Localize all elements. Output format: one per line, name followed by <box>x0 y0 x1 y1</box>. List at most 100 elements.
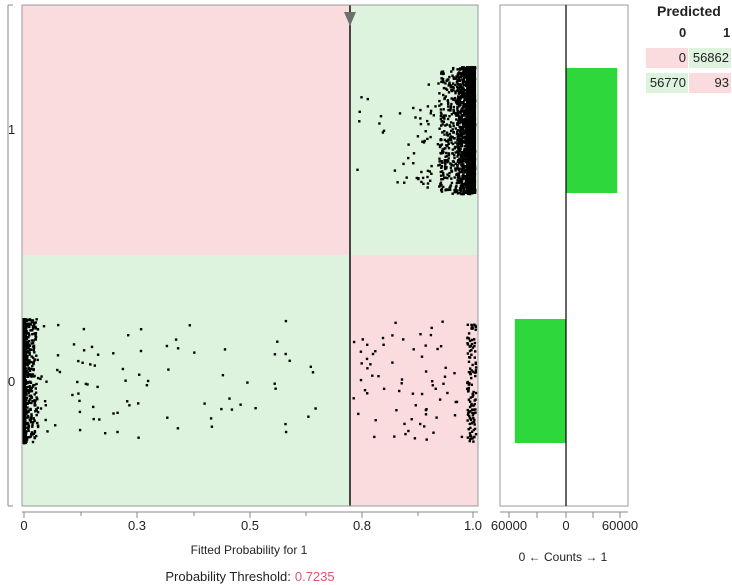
data-point <box>31 385 35 388</box>
data-point <box>410 418 413 421</box>
data-point <box>25 423 28 426</box>
data-point <box>469 437 472 441</box>
data-point <box>443 117 446 120</box>
data-point <box>424 344 427 347</box>
data-point <box>456 68 459 71</box>
data-point <box>29 435 33 438</box>
data-point <box>451 152 454 155</box>
data-point <box>442 72 445 75</box>
data-point <box>450 70 453 73</box>
data-point <box>467 383 470 386</box>
data-point <box>441 116 444 119</box>
data-point <box>246 381 249 384</box>
data-point <box>26 350 29 353</box>
data-point <box>426 175 429 179</box>
data-point <box>456 122 459 125</box>
data-point <box>25 438 29 441</box>
data-point <box>466 337 469 340</box>
data-point <box>469 372 472 376</box>
data-point <box>456 144 459 147</box>
data-point <box>470 408 474 411</box>
data-point <box>29 373 32 376</box>
data-point <box>28 361 31 364</box>
data-point <box>273 382 276 385</box>
data-point <box>439 184 442 187</box>
data-point <box>449 121 453 124</box>
data-point <box>414 404 417 407</box>
data-point <box>464 148 468 152</box>
data-point <box>456 82 460 86</box>
data-point <box>463 139 466 143</box>
data-point <box>445 123 449 126</box>
threshold-handle-icon[interactable] <box>344 12 356 26</box>
data-point <box>441 80 444 83</box>
data-point <box>445 188 448 191</box>
data-point <box>26 436 29 439</box>
data-point <box>460 139 464 142</box>
data-point <box>436 143 440 146</box>
data-point <box>468 422 471 426</box>
data-point <box>28 359 31 362</box>
data-point <box>31 421 35 424</box>
data-point <box>288 359 291 362</box>
data-point <box>412 106 415 110</box>
data-point <box>463 158 466 161</box>
data-point <box>27 373 30 377</box>
dense-point-cluster <box>22 318 26 444</box>
data-point <box>457 86 460 89</box>
data-point <box>449 125 452 128</box>
data-point <box>456 75 459 78</box>
data-point <box>452 109 456 112</box>
data-point <box>460 121 463 124</box>
data-point <box>31 341 35 345</box>
data-point <box>276 340 279 343</box>
data-point <box>445 151 448 155</box>
data-point <box>36 411 40 414</box>
data-point <box>359 350 363 353</box>
data-point <box>454 92 457 95</box>
data-point <box>30 431 34 434</box>
data-point <box>463 114 466 117</box>
data-point <box>446 161 449 164</box>
cm-cell-r0-c0: 0 <box>646 48 688 68</box>
data-point <box>447 101 450 104</box>
data-point <box>430 326 433 330</box>
data-point <box>26 364 29 367</box>
data-point <box>92 405 95 409</box>
data-point <box>426 169 430 173</box>
data-point <box>471 411 474 414</box>
data-point <box>453 191 456 194</box>
data-point <box>440 190 444 193</box>
data-points <box>22 66 478 445</box>
data-point <box>434 387 437 390</box>
data-point <box>442 185 445 189</box>
data-point <box>426 137 429 141</box>
data-point <box>440 189 443 192</box>
data-point <box>116 411 119 414</box>
data-point <box>459 157 462 160</box>
data-point <box>461 122 465 126</box>
data-point <box>469 410 472 413</box>
data-point <box>447 157 450 160</box>
data-point <box>458 160 462 163</box>
data-point <box>449 138 452 142</box>
data-point <box>77 392 80 395</box>
data-point <box>76 380 79 384</box>
data-point <box>467 360 471 363</box>
data-point <box>92 417 95 421</box>
data-point <box>440 124 443 127</box>
data-point <box>464 185 467 188</box>
data-point <box>456 130 459 133</box>
hist-tick-label-zero: 0 <box>562 518 569 533</box>
data-point <box>456 135 459 139</box>
data-point <box>440 70 443 74</box>
data-point <box>464 191 468 194</box>
data-point <box>468 405 472 409</box>
data-point <box>460 186 463 189</box>
data-point <box>459 109 462 113</box>
data-point <box>441 131 444 134</box>
data-point <box>460 101 463 104</box>
data-point <box>457 91 460 94</box>
data-point <box>469 435 472 438</box>
data-point <box>441 151 445 155</box>
